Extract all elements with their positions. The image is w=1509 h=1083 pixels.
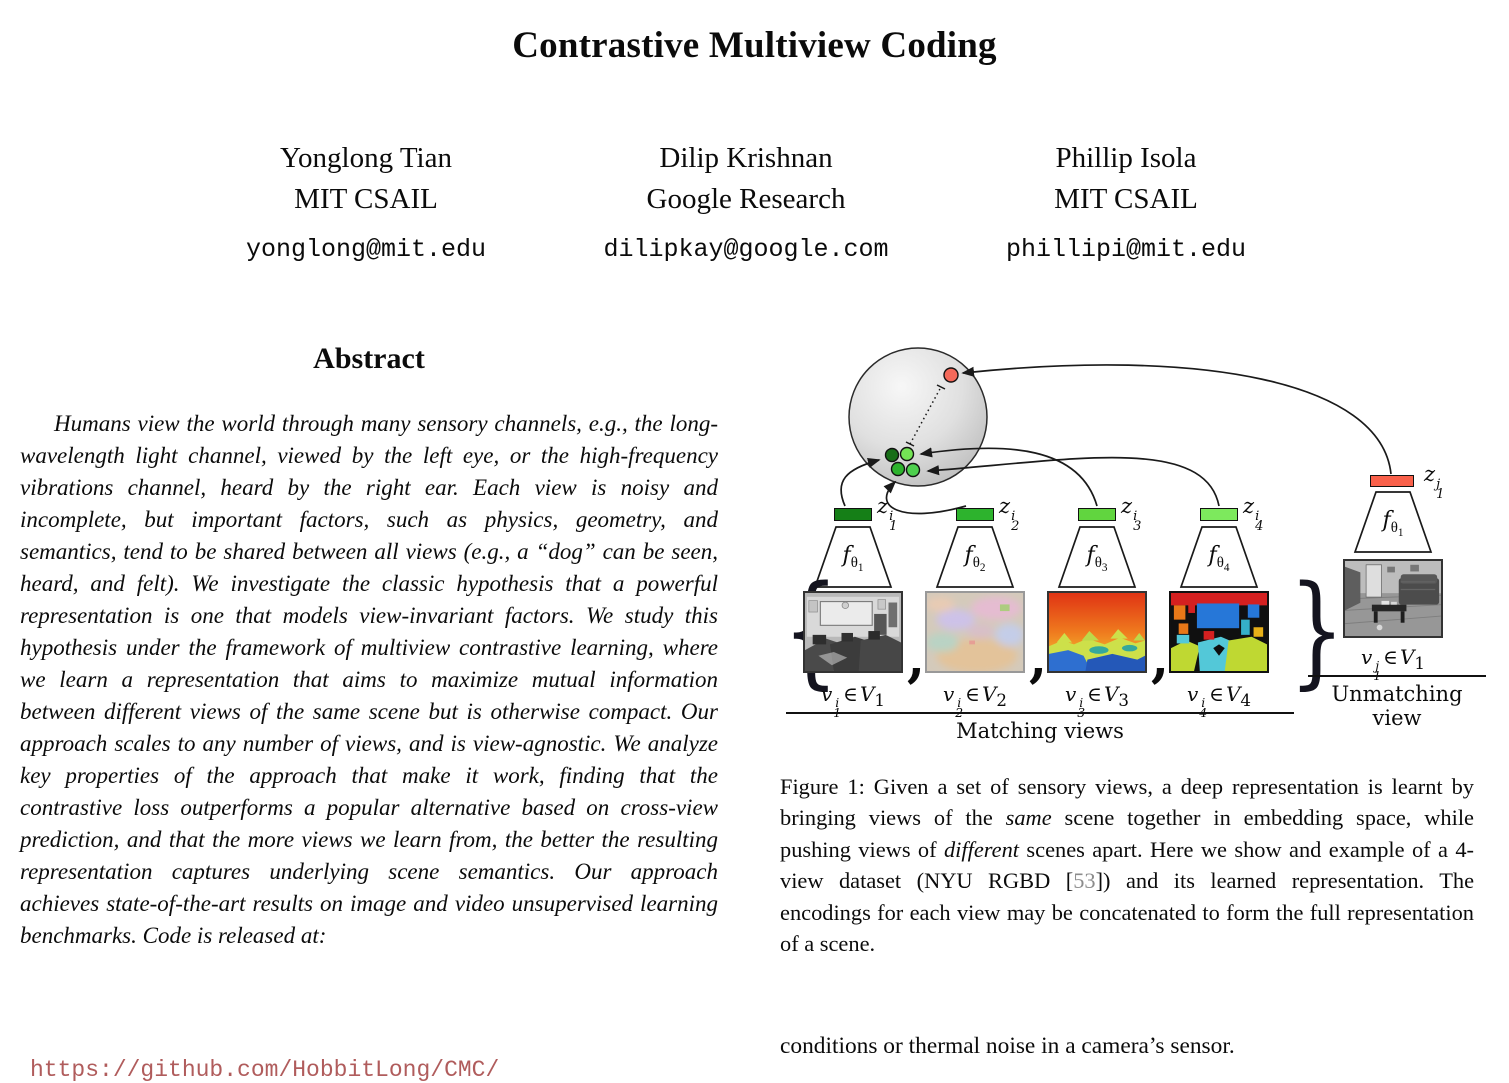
encoder-label: fθ3 <box>1086 543 1108 575</box>
author-name: Phillip Isola <box>1055 142 1197 174</box>
abstract-heading: Abstract <box>313 342 425 375</box>
z4-code-bar <box>1200 508 1238 521</box>
encoder-label: fθ2 <box>964 543 986 575</box>
author-block-2: Dilip Krishnan Google Research dilipkay@… <box>556 138 936 264</box>
figure-caption: Figure 1: Given a set of sensory views, … <box>780 774 1475 957</box>
embedding-point-z2 <box>890 461 906 477</box>
arrow-z3-to-embedding <box>919 447 1098 507</box>
encoder-trapezoid <box>935 526 1015 588</box>
comma-separator: , <box>1029 628 1048 689</box>
encoder-label: fθ4 <box>1208 543 1230 575</box>
embedding-point-z4 <box>905 462 921 478</box>
embedding-point-z1 <box>884 447 900 463</box>
code-url-link[interactable]: https://github.com/HobbitLong/CMC/ <box>30 1057 500 1083</box>
arrow-zj-to-embedding <box>961 364 1392 475</box>
close-brace: } <box>1288 559 1345 701</box>
intro-paragraph-text: conditions or thermal noise in a camera’… <box>780 1033 1235 1059</box>
figure-caption-tag: Figure 1: <box>780 774 865 799</box>
distance-dotted-line <box>905 384 946 447</box>
author-block-1: Yonglong Tian MIT CSAIL yonglong@mit.edu <box>176 138 556 264</box>
encoder-label: fθ1 <box>842 543 864 575</box>
view1-luminance-image <box>803 591 903 673</box>
arrow-z2-to-embedding <box>883 480 967 515</box>
view4-segmentation-image <box>1169 591 1269 673</box>
view2-label: vi2∈V2 <box>942 682 1008 718</box>
author-email: dilipkay@google.com <box>603 235 889 264</box>
encoder-trapezoid <box>1353 491 1433 553</box>
encoder-1: fθ1 <box>813 526 893 588</box>
author-affiliation: Google Research <box>646 183 846 215</box>
caption-emphasis-same: same <box>1005 805 1052 831</box>
unmatching-view-rule <box>1308 675 1486 677</box>
encoder-2: fθ2 <box>935 526 1015 588</box>
encoder-trapezoid <box>813 526 893 588</box>
matching-views-rule <box>786 712 1294 714</box>
arrow-z4-to-embedding <box>926 456 1220 507</box>
author-name: Yonglong Tian <box>280 142 452 174</box>
encoder-3: fθ3 <box>1057 526 1137 588</box>
view2-chrominance-image <box>925 591 1025 673</box>
encoder-4: fθ4 <box>1179 526 1259 588</box>
comma-separator: , <box>907 628 926 689</box>
z2-code-bar <box>956 508 994 521</box>
embedding-point-z3 <box>899 446 915 462</box>
embedding-space-diagram <box>840 347 1392 515</box>
zj-code-bar <box>1370 475 1414 487</box>
abstract-text: Humans view the world through many senso… <box>20 411 718 948</box>
citation-53-link[interactable]: 53 <box>1073 868 1096 894</box>
view3-label: vi3∈V3 <box>1064 682 1130 718</box>
author-block-3: Phillip Isola MIT CSAIL phillipi@mit.edu <box>936 138 1316 264</box>
matching-views-label: Matching views <box>956 719 1124 743</box>
author-email: yonglong@mit.edu <box>245 235 487 264</box>
author-affiliation: MIT CSAIL <box>1054 183 1198 215</box>
encoder-trapezoid <box>1057 526 1137 588</box>
encoder-label: fθ1 <box>1382 508 1404 540</box>
author-affiliation: MIT CSAIL <box>294 183 438 215</box>
unmatching-view-math-label: vj1∈V1 <box>1360 645 1426 681</box>
embedding-points <box>884 367 959 478</box>
unmatching-view-label: Unmatching view <box>1331 682 1463 730</box>
author-email: phillipi@mit.edu <box>1005 235 1247 264</box>
page-title: Contrastive Multiview Coding <box>512 25 997 66</box>
encoding-arrows <box>840 364 1392 515</box>
caption-emphasis-different: different <box>943 836 1020 862</box>
arrow-z1-to-embedding <box>840 457 881 507</box>
encoder-trapezoid <box>1179 526 1259 588</box>
author-name: Dilip Krishnan <box>659 142 833 174</box>
comma-separator: , <box>1151 628 1170 689</box>
view3-depth-image <box>1047 591 1147 673</box>
encoder-unmatching: fθ1 <box>1353 491 1433 553</box>
z1-code-bar <box>834 508 872 521</box>
z3-code-bar <box>1078 508 1116 521</box>
unmatching-view-image <box>1343 559 1443 638</box>
embedding-point-unmatching <box>943 367 959 383</box>
